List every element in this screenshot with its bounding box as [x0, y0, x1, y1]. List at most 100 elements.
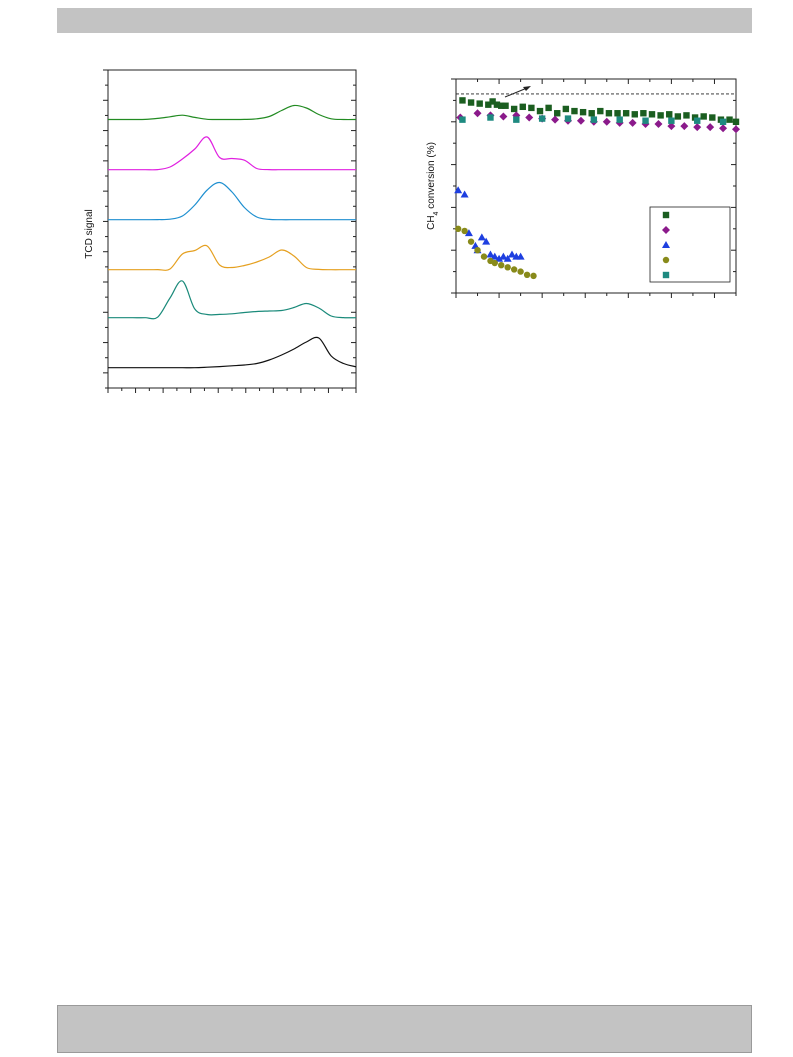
data-point-series-1: [519, 103, 526, 111]
data-point-series-2: [706, 123, 715, 132]
data-point-series-1: [579, 108, 587, 116]
data-point-series-3: [486, 250, 495, 258]
data-point-series-1: [571, 107, 578, 115]
tpr-ylabel: TCD signal: [84, 209, 95, 258]
data-point-series-4: [461, 227, 468, 235]
data-point-series-1: [648, 111, 656, 118]
data-point-series-1: [666, 111, 673, 118]
data-point-series-5: [616, 116, 623, 123]
data-point-series-3: [516, 252, 525, 260]
tpr-series-line-1: [108, 104, 357, 121]
data-point-series-4: [480, 253, 488, 260]
data-point-series-5: [538, 115, 546, 122]
tpr-lines: [107, 104, 357, 369]
data-point-series-5: [642, 117, 649, 124]
data-point-series-1: [691, 114, 699, 121]
data-point-series-1: [510, 105, 518, 113]
data-point-series-4: [474, 247, 481, 254]
data-point-series-1: [700, 113, 707, 120]
data-point-series-1: [657, 112, 664, 119]
data-point-series-2: [551, 115, 560, 124]
data-point-series-4: [467, 238, 475, 245]
data-point-series-3: [503, 254, 512, 262]
data-point-series-1: [614, 110, 621, 117]
legend-marker-1: [662, 211, 670, 219]
tpr-series-line-4: [107, 244, 356, 271]
data-point-series-5: [564, 115, 572, 122]
data-point-series-2: [602, 117, 611, 126]
tpr-series-line-5: [107, 280, 357, 320]
data-point-series-1: [502, 102, 509, 109]
data-point-series-1: [536, 107, 544, 115]
legend-marker-2: [662, 226, 670, 234]
legend-marker-4: [662, 256, 670, 264]
conversion-ticks: [451, 78, 737, 298]
data-point-series-5: [513, 116, 520, 123]
data-point-series-1: [467, 99, 475, 106]
data-point-series-1: [489, 98, 496, 105]
data-point-series-2: [732, 125, 740, 134]
data-point-series-1: [554, 110, 561, 117]
data-point-series-1: [726, 116, 733, 123]
data-point-series-3: [495, 254, 504, 262]
data-point-series-1: [459, 97, 466, 104]
data-point-series-1: [528, 104, 535, 112]
data-point-series-2: [499, 112, 508, 121]
data-point-series-1: [597, 107, 604, 115]
data-point-series-2: [628, 118, 637, 127]
data-point-series-4: [517, 268, 524, 275]
header-bar: [57, 8, 752, 33]
legend-marker-5: [662, 271, 670, 279]
data-point-series-5: [459, 116, 466, 123]
data-point-series-1: [493, 101, 501, 108]
data-point-series-3: [477, 233, 486, 241]
conversion-ylabel: CH4 conversion (%): [426, 142, 440, 230]
legend-box: [649, 206, 731, 283]
data-point-series-2: [667, 122, 676, 131]
data-point-series-4: [504, 264, 511, 271]
tpr-series-line-2: [108, 136, 356, 171]
data-point-series-1: [631, 111, 638, 118]
data-point-series-2: [654, 119, 663, 128]
data-point-series-1: [605, 110, 613, 117]
data-point-series-4: [491, 259, 498, 267]
reference-arrow: [504, 86, 531, 98]
data-point-series-1: [476, 100, 483, 107]
data-point-series-1: [683, 112, 690, 119]
data-point-series-2: [473, 109, 482, 118]
data-point-series-1: [498, 102, 505, 109]
conversion-points: [454, 97, 740, 280]
data-point-series-1: [709, 114, 716, 121]
data-point-series-1: [485, 101, 492, 108]
data-point-series-4: [454, 225, 462, 232]
data-point-series-2: [719, 124, 728, 133]
data-point-series-3: [454, 186, 463, 194]
data-point-series-4: [498, 261, 505, 269]
data-point-series-2: [576, 116, 585, 125]
legend-markers: [662, 211, 670, 279]
data-point-series-4: [530, 272, 537, 280]
data-point-series-2: [693, 123, 702, 132]
tpr-ticks: [103, 69, 357, 393]
data-point-series-5: [694, 117, 701, 124]
data-point-series-1: [732, 118, 740, 125]
data-point-series-3: [490, 252, 499, 260]
data-point-series-5: [590, 116, 598, 123]
data-point-series-5: [487, 114, 494, 121]
data-point-series-1: [674, 113, 682, 120]
data-point-series-1: [640, 110, 647, 117]
data-point-series-3: [482, 237, 491, 245]
data-point-series-1: [588, 110, 595, 117]
data-point-series-5: [668, 117, 675, 124]
data-point-series-5: [719, 118, 727, 125]
data-point-series-3: [460, 190, 469, 198]
data-point-series-2: [680, 122, 689, 131]
data-point-series-1: [622, 110, 630, 117]
data-point-series-3: [464, 229, 473, 237]
data-point-series-1: [545, 104, 552, 112]
data-point-series-3: [508, 250, 516, 258]
data-point-series-4: [523, 271, 531, 279]
data-point-series-2: [525, 113, 534, 122]
